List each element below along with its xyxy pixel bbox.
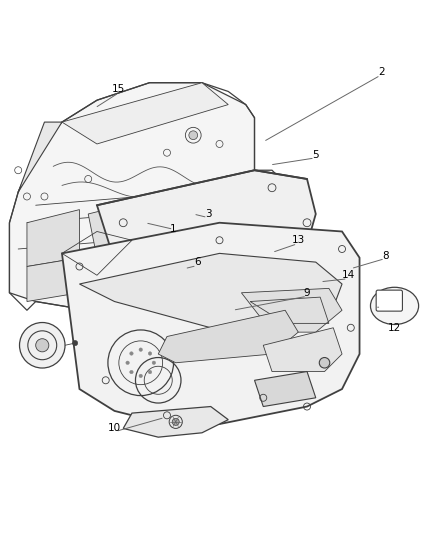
Polygon shape <box>97 245 166 297</box>
Text: 10: 10 <box>108 423 121 433</box>
Text: 6: 6 <box>194 257 201 267</box>
Polygon shape <box>97 170 315 328</box>
Circle shape <box>318 358 329 368</box>
Circle shape <box>35 338 49 352</box>
Polygon shape <box>241 288 341 332</box>
Circle shape <box>129 352 133 355</box>
Polygon shape <box>62 83 228 144</box>
Circle shape <box>72 341 78 346</box>
Text: 13: 13 <box>291 235 304 245</box>
Circle shape <box>139 348 142 351</box>
Text: 1: 1 <box>170 224 177 235</box>
Circle shape <box>139 374 142 378</box>
Circle shape <box>152 361 155 365</box>
Polygon shape <box>254 372 315 407</box>
Polygon shape <box>27 209 79 266</box>
Text: 9: 9 <box>303 288 310 298</box>
Circle shape <box>172 418 179 425</box>
FancyBboxPatch shape <box>375 290 402 311</box>
Text: 12: 12 <box>387 323 400 333</box>
Polygon shape <box>263 328 341 372</box>
Polygon shape <box>88 266 228 293</box>
Polygon shape <box>237 197 254 236</box>
Circle shape <box>188 131 197 140</box>
Ellipse shape <box>370 287 418 325</box>
Circle shape <box>148 352 152 355</box>
Text: 2: 2 <box>377 67 384 77</box>
Polygon shape <box>123 407 228 437</box>
Circle shape <box>126 361 129 365</box>
Polygon shape <box>263 179 297 214</box>
Polygon shape <box>27 258 79 302</box>
Polygon shape <box>62 223 359 424</box>
Polygon shape <box>10 83 254 310</box>
Polygon shape <box>18 122 62 192</box>
Circle shape <box>129 370 133 374</box>
Polygon shape <box>79 253 341 336</box>
Text: 8: 8 <box>381 251 388 261</box>
Polygon shape <box>88 201 149 258</box>
Text: 14: 14 <box>341 270 354 280</box>
Polygon shape <box>158 310 297 363</box>
Circle shape <box>19 322 65 368</box>
Text: 3: 3 <box>205 209 212 219</box>
Text: 5: 5 <box>312 150 318 160</box>
Circle shape <box>148 370 152 374</box>
Text: 15: 15 <box>112 84 125 94</box>
